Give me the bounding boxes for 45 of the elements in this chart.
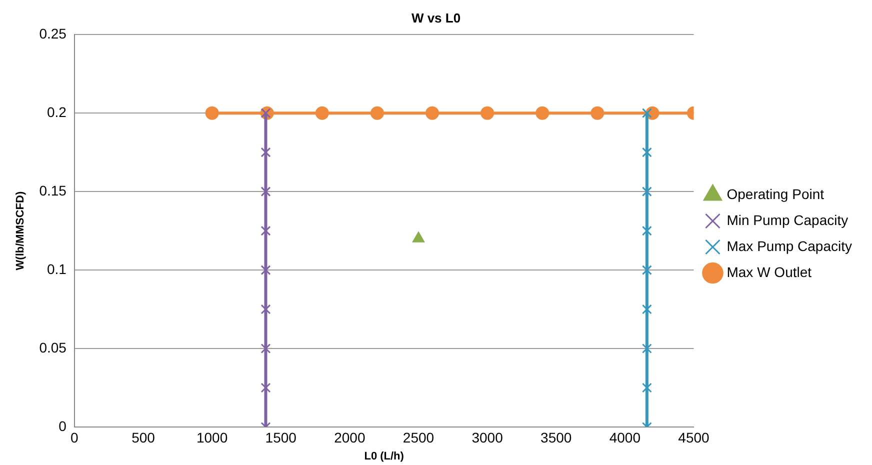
legend-label: Max Pump Capacity [726,238,852,254]
x-tick-label: 4000 [609,429,641,446]
x-tick-label: 2000 [334,429,366,446]
x-tick-label: 4500 [678,429,710,446]
chart-title: W vs L0 [411,10,461,26]
legend-label: Max W Outlet [726,264,812,280]
point [260,147,271,158]
point [480,106,494,120]
point [260,186,271,197]
y-tick-label: 0.25 [39,25,67,42]
x-tick-label: 0 [70,429,79,446]
x-tick-label: 1500 [265,429,297,446]
x-axis-title: L0 (L/h) [364,450,404,462]
x-tick-label: 500 [132,429,156,446]
point [642,226,652,236]
point [590,106,604,120]
point [205,106,219,120]
point [260,382,271,393]
legend-label: Min Pump Capacity [726,212,848,228]
point [315,106,329,120]
y-tick-label: 0.05 [39,339,67,356]
y-tick-label: 0.2 [46,104,67,120]
y-tick-label: 0.15 [39,182,67,198]
point [260,304,271,314]
x-tick-label: 3000 [472,429,504,446]
x-tick-label: 3500 [540,429,572,446]
x-tick-label: 1000 [196,429,228,446]
point [260,344,271,354]
point [260,226,271,236]
point [426,106,440,120]
x-tick-label: 2500 [402,429,434,446]
point [642,304,652,314]
y-axis-title: W(lb/MMSCFD) [14,191,27,270]
point [642,108,652,118]
point [642,344,652,354]
legend-label: Operating Point [726,186,824,202]
point [536,106,550,120]
point [260,265,271,276]
point [642,186,652,197]
point [370,106,384,120]
point [642,265,652,276]
point [642,382,652,393]
y-tick-label: 0 [58,418,67,434]
y-tick-label: 0.1 [46,260,67,277]
point [642,147,652,158]
